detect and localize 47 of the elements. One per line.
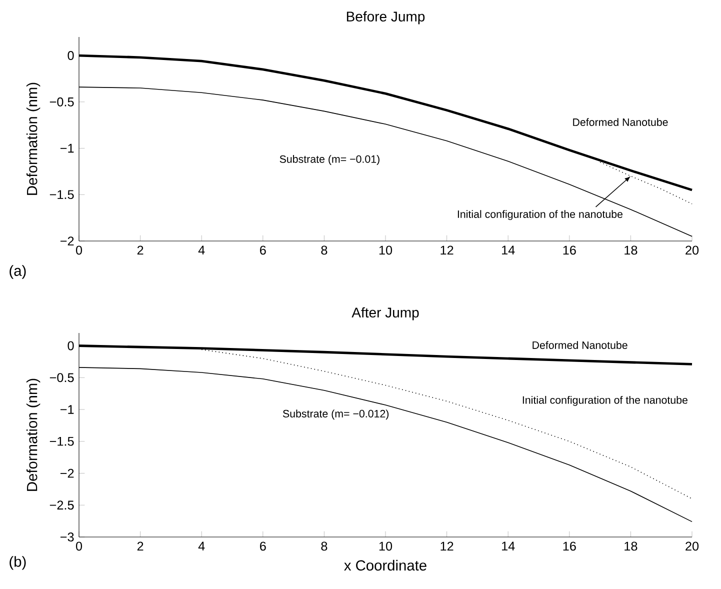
x-tick-label: 18: [624, 246, 638, 255]
y-tick-label: −0.5: [50, 373, 74, 382]
y-tick-label: −0.5: [50, 97, 74, 106]
x-tick-label: 14: [502, 542, 515, 550]
y-tick-label: 0: [68, 51, 74, 60]
x-tick-label: 4: [198, 542, 205, 550]
y-tick-label: −1.5: [50, 190, 74, 200]
x-tick-label: 2: [137, 542, 144, 551]
x-tick-label: 12: [440, 542, 454, 551]
x-axis-title: x Coordinate: [344, 560, 426, 571]
x-tick-label: 4: [198, 246, 205, 254]
x-tick-label: 18: [624, 542, 638, 551]
x-tick-label: 2: [137, 246, 144, 255]
y-tick-label: −1.5: [50, 436, 74, 446]
text: Initial configuration of the nanotube: [458, 210, 622, 220]
y-tick-label: −3: [60, 532, 74, 542]
x-tick-label: 20: [686, 542, 699, 551]
x-tick-label: 12: [440, 246, 454, 255]
x-tick-label: 6: [260, 542, 266, 551]
x-tick-label: 20: [686, 246, 699, 255]
y-tick-label: −2: [60, 468, 74, 478]
y-tick-label: −2: [60, 236, 74, 246]
y-tick-label: −2.5: [50, 500, 74, 510]
series-label: Initial configuration of the nanotube: [522, 396, 688, 406]
x-tick-label: 14: [502, 246, 515, 254]
y-axis-title: Deformation (nm): [26, 378, 40, 491]
text: (b): [10, 556, 26, 570]
x-tick-label: 8: [321, 542, 328, 551]
x-tick-label: 0: [76, 542, 82, 551]
x-tick-label: 10: [379, 246, 392, 255]
y-tick-label: 0: [68, 341, 74, 350]
x-tick-label: 0: [76, 246, 82, 255]
x-tick-label: 6: [260, 246, 266, 255]
text: Substrate (m= −0.01): [280, 155, 380, 165]
y-tick-label: −1: [60, 405, 74, 414]
x-tick-label: 16: [563, 246, 576, 255]
y-axis-title: Deformation (nm): [26, 82, 40, 195]
chart-title: Before Jump: [346, 11, 425, 24]
text: Deformed Nanotube: [573, 118, 668, 126]
chart-title: After Jump: [352, 307, 419, 320]
text: (a): [10, 265, 26, 279]
x-tick-label: 16: [563, 542, 576, 551]
y-tick-label: −1: [60, 144, 74, 153]
x-tick-label: 8: [321, 246, 328, 255]
series-label: Substrate (m= −0.012): [282, 410, 389, 420]
x-tick-label: 10: [379, 542, 392, 551]
series-label: Deformed Nanotube: [532, 341, 628, 349]
